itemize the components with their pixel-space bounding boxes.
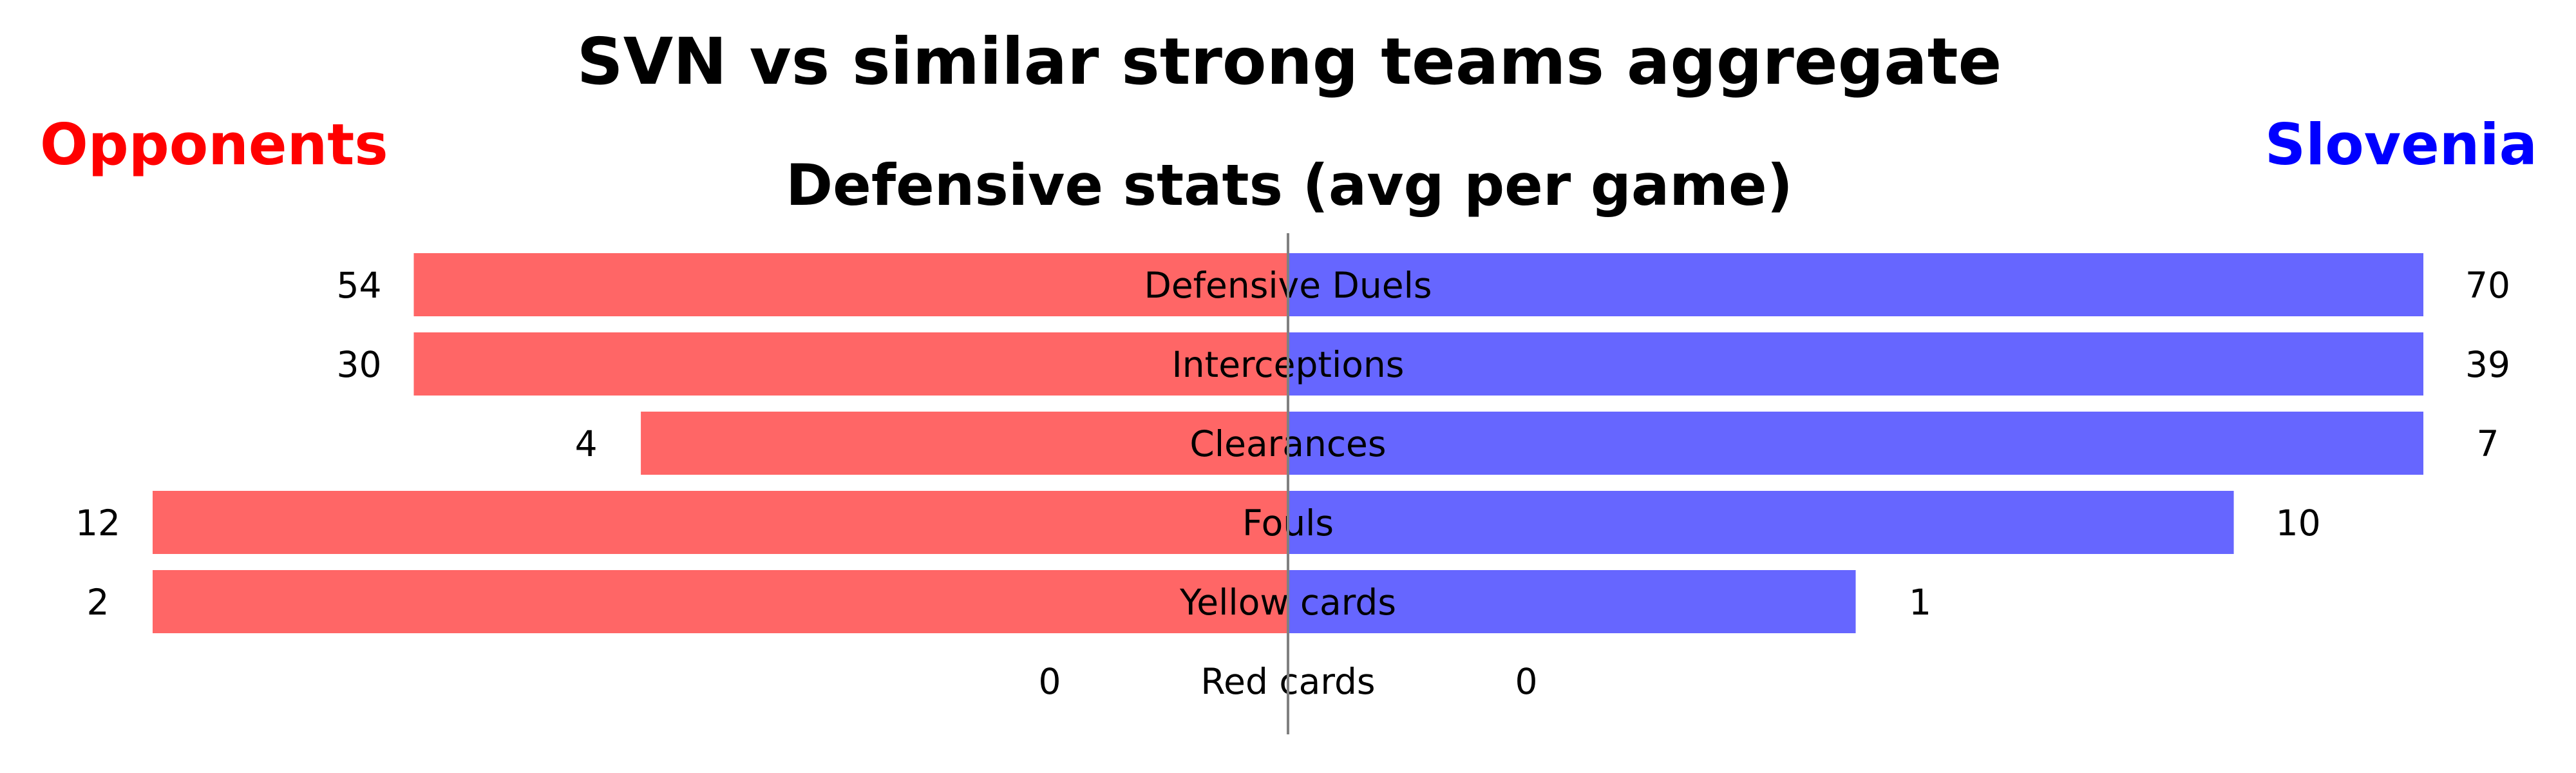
value-label-opponents-fouls: 12	[75, 502, 120, 544]
slovenia-label: Slovenia	[2265, 111, 2537, 178]
chart-subtitle: Defensive stats (avg per game)	[786, 152, 1793, 218]
bar-slovenia-clearances	[1288, 412, 2423, 475]
value-label-opponents-interceptions: 30	[336, 344, 381, 385]
bar-opponents-fouls	[153, 491, 1288, 554]
value-label-slovenia-fouls: 10	[2276, 502, 2321, 544]
opponents-label: Opponents	[40, 111, 388, 178]
bar-opponents-yellow-cards	[153, 570, 1288, 633]
bar-opponents-interceptions	[413, 332, 1288, 396]
chart-title: SVN vs similar strong teams aggregate	[577, 24, 2002, 99]
value-label-opponents-clearances: 4	[575, 423, 598, 464]
value-label-slovenia-clearances: 7	[2477, 423, 2499, 464]
bar-slovenia-yellow-cards	[1288, 570, 1856, 633]
bar-slovenia-defensive-duels	[1288, 253, 2423, 316]
value-label-opponents-yellow-cards: 2	[87, 582, 109, 623]
value-label-opponents-defensive-duels: 54	[336, 265, 381, 306]
value-label-slovenia-interceptions: 39	[2465, 344, 2510, 385]
bar-opponents-clearances	[641, 412, 1288, 475]
bar-slovenia-interceptions	[1288, 332, 2423, 396]
bar-slovenia-fouls	[1288, 491, 2234, 554]
bar-opponents-defensive-duels	[413, 253, 1288, 316]
value-label-slovenia-yellow-cards: 1	[1909, 582, 1931, 623]
value-label-slovenia-defensive-duels: 70	[2465, 265, 2510, 306]
value-label-slovenia-red-cards: 0	[1515, 661, 1538, 702]
value-label-opponents-red-cards: 0	[1039, 661, 1061, 702]
